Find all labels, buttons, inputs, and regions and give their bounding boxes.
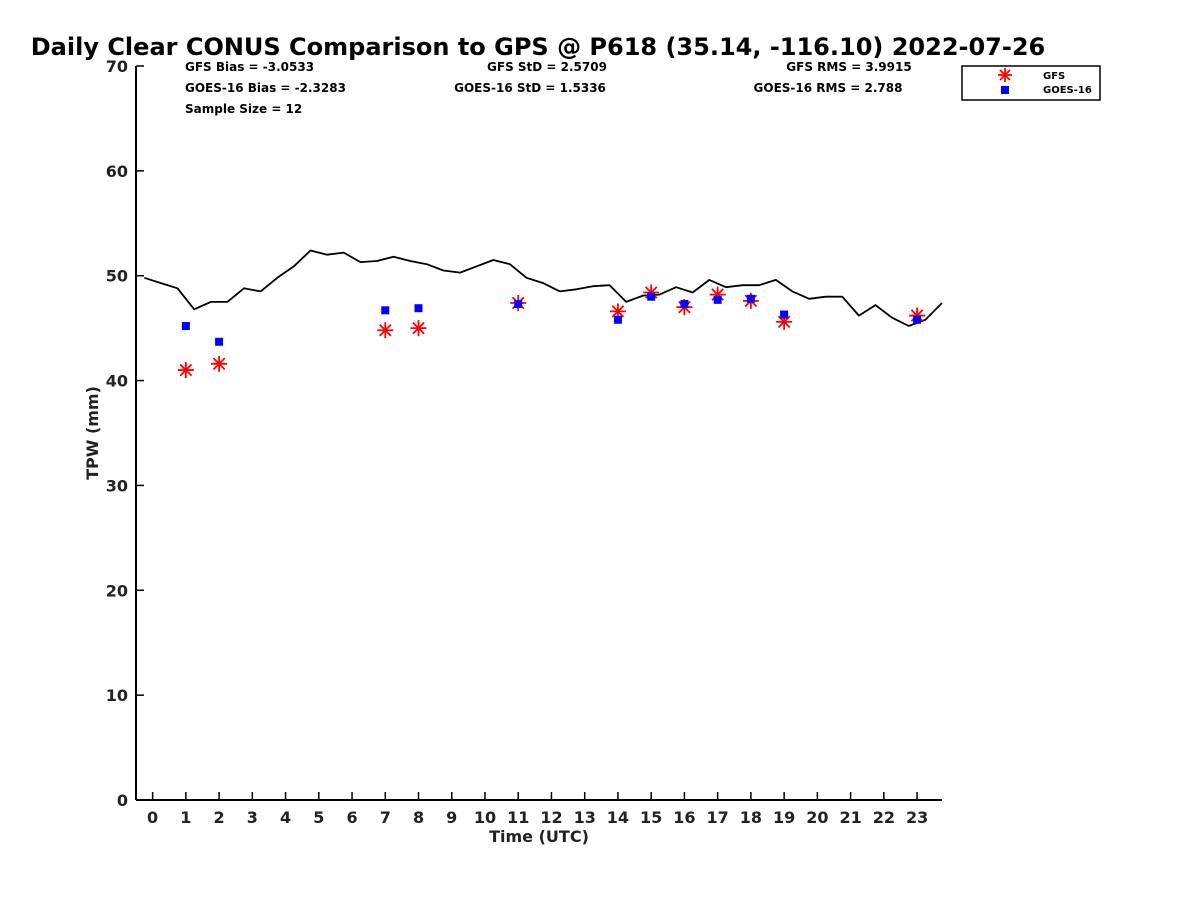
goes-rms-stat: GOES-16 RMS = 2.788 <box>754 81 903 95</box>
y-tick-label: 50 <box>106 267 128 286</box>
legend-box <box>961 65 1101 101</box>
x-axis-label: Time (UTC) <box>489 827 589 846</box>
x-tick-label: 12 <box>540 808 562 827</box>
goes-point <box>680 300 689 309</box>
asterisk-stroke <box>179 363 193 377</box>
gps-line <box>144 249 943 327</box>
goes-point <box>913 315 922 324</box>
x-tick-label: 20 <box>806 808 828 827</box>
goes-point <box>647 292 656 301</box>
legend-goes-marker <box>1001 86 1009 94</box>
y-axis-label: TPW (mm) <box>83 386 102 480</box>
legend-gfs-label: GFS <box>1043 71 1065 82</box>
goes-point <box>215 337 224 346</box>
x-tick-label: 11 <box>507 808 529 827</box>
y-tick-label: 20 <box>106 581 128 600</box>
x-tick-label: 21 <box>839 808 861 827</box>
y-tick-label: 30 <box>106 476 128 495</box>
x-tick-label: 16 <box>673 808 695 827</box>
x-tick-label: 13 <box>574 808 596 827</box>
x-tick-label: 19 <box>773 808 795 827</box>
x-tick-label: 6 <box>346 808 357 827</box>
gfs-point <box>377 322 394 339</box>
gfs-rms-stat: GFS RMS = 3.9915 <box>786 60 911 74</box>
x-tick-label: 3 <box>247 808 258 827</box>
legend-gfs-asterisk <box>998 68 1012 82</box>
goes-point <box>414 304 423 313</box>
legend-gfs-marker <box>998 68 1012 82</box>
x-tick-label: 23 <box>906 808 928 827</box>
y-tick-label: 10 <box>106 686 128 705</box>
goes-point <box>381 306 390 315</box>
asterisk-stroke <box>212 357 226 371</box>
asterisk-stroke <box>999 69 1011 81</box>
goes-point <box>613 315 622 324</box>
gfs-point <box>211 355 228 372</box>
gfs-point <box>177 362 194 379</box>
asterisk-stroke <box>412 321 425 335</box>
x-tick-label: 9 <box>446 808 457 827</box>
y-tick-label: 60 <box>106 162 128 181</box>
gfs-bias-stat: GFS Bias = -3.0533 <box>185 60 314 74</box>
x-tick-label: 4 <box>280 808 291 827</box>
goes-bias-stat: GOES-16 Bias = -2.3283 <box>185 81 346 95</box>
x-tick-label: 22 <box>873 808 895 827</box>
y-tick-label: 0 <box>117 791 128 810</box>
x-tick-label: 7 <box>380 808 391 827</box>
gps-line-series <box>144 249 943 327</box>
x-tick-label: 14 <box>607 808 629 827</box>
chart-title: Daily Clear CONUS Comparison to GPS @ P6… <box>31 33 1045 61</box>
gfs-std-stat: GFS StD = 2.5709 <box>487 60 607 74</box>
x-tick-label: 0 <box>147 808 158 827</box>
y-tick-label: 40 <box>106 372 128 391</box>
legend: GFS GOES-16 <box>961 65 1101 101</box>
goes-marker-series <box>181 292 922 346</box>
x-tick-label: 17 <box>707 808 729 827</box>
y-axis-label-text: TPW (mm) <box>83 386 102 480</box>
x-tick-label: 2 <box>214 808 225 827</box>
goes-point <box>181 322 190 331</box>
asterisk-stroke <box>378 323 392 337</box>
goes-point <box>713 295 722 304</box>
x-tick-label: 8 <box>413 808 424 827</box>
x-tick-label: 1 <box>180 808 191 827</box>
goes-point <box>746 294 755 303</box>
asterisk-stroke <box>611 305 625 318</box>
x-tick-label: 18 <box>740 808 762 827</box>
sample-size-stat: Sample Size = 12 <box>185 102 302 116</box>
x-tick-label: 15 <box>640 808 662 827</box>
gfs-point <box>410 320 427 337</box>
goes-point <box>780 310 789 319</box>
legend-goes-square <box>1001 86 1009 94</box>
goes-point <box>514 300 523 309</box>
goes-std-stat: GOES-16 StD = 1.5336 <box>454 81 606 95</box>
y-tick-label: 70 <box>106 57 128 76</box>
legend-goes-label: GOES-16 <box>1043 85 1092 96</box>
x-tick-label: 5 <box>313 808 324 827</box>
x-tick-label: 10 <box>474 808 496 827</box>
